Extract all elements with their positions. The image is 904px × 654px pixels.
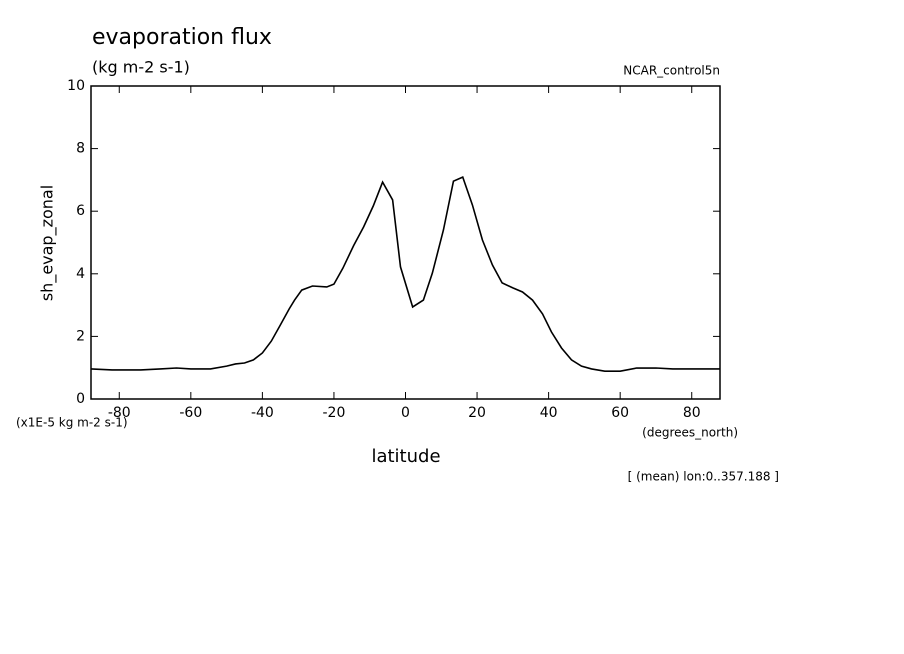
y-tick-label: 8 xyxy=(76,141,85,157)
x-tick-label: -60 xyxy=(179,405,202,421)
y-axis-units: (x1E-5 kg m-2 s-1) xyxy=(16,416,128,430)
x-tick-label: -20 xyxy=(323,405,346,421)
x-tick-label: -40 xyxy=(251,405,274,421)
x-axis-units: (degrees_north) xyxy=(642,426,738,440)
x-tick-label: 60 xyxy=(611,405,629,421)
y-tick-label: 10 xyxy=(67,78,85,94)
data-line xyxy=(90,176,720,372)
x-tick-label: 80 xyxy=(683,405,701,421)
x-tick-label: 20 xyxy=(468,405,486,421)
x-tick-label: -80 xyxy=(108,405,131,421)
y-axis-label: sh_evap_zonal xyxy=(38,185,58,301)
x-tick-label: 40 xyxy=(540,405,558,421)
chart-subtitle: (kg m-2 s-1) xyxy=(92,58,190,77)
chart-title: evaporation flux xyxy=(92,25,272,50)
y-tick-label: 4 xyxy=(76,266,85,282)
x-tick-label: 0 xyxy=(401,405,410,421)
y-tick-label: 2 xyxy=(76,328,85,344)
y-tick-label: 0 xyxy=(76,391,85,407)
plot-frame xyxy=(90,85,721,400)
x-axis-label: latitude xyxy=(371,446,440,467)
dataset-label: NCAR_control5n xyxy=(623,64,720,78)
y-tick-label: 6 xyxy=(76,203,85,219)
annotation: [ (mean) lon:0..357.188 ] xyxy=(628,470,779,484)
